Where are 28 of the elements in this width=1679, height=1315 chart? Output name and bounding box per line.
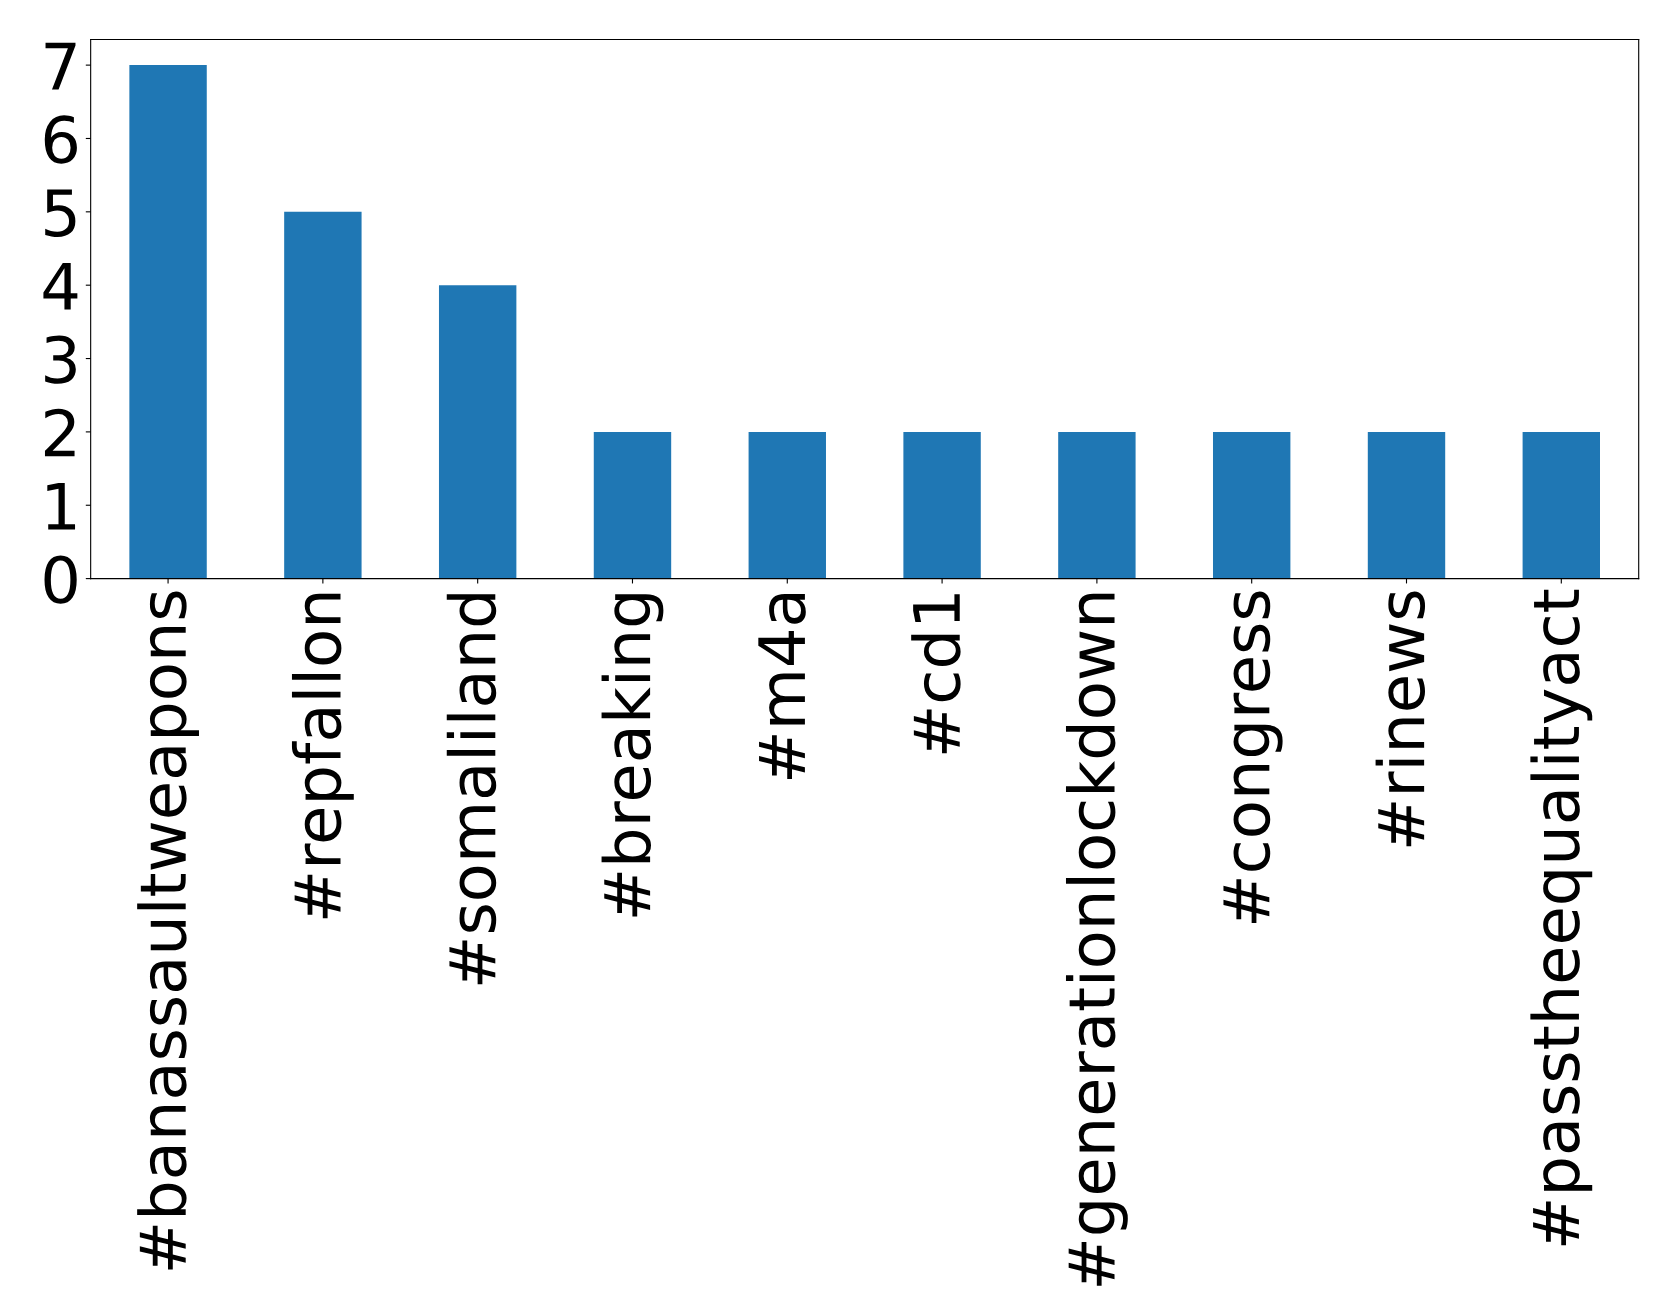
bar bbox=[129, 65, 207, 579]
x-tick-label: #passtheequalityact bbox=[1530, 589, 1593, 1246]
y-tick-label: 4 bbox=[43, 262, 78, 310]
bar bbox=[1058, 431, 1136, 579]
y-tick-label: 0 bbox=[44, 555, 77, 604]
x-tick-label: #repfallon bbox=[291, 593, 354, 919]
x-tick-label: #rinews bbox=[1375, 591, 1426, 847]
x-tick-label: #congress bbox=[1223, 591, 1283, 923]
y-tick-label: 3 bbox=[45, 335, 76, 384]
x-tick-label: #banassaultweapons bbox=[137, 591, 199, 1270]
x-tick-label: #cd1 bbox=[911, 594, 961, 754]
x-tick-label: #breaking bbox=[601, 594, 664, 917]
bar bbox=[1522, 431, 1600, 579]
x-tick-label: #somaliland bbox=[446, 594, 497, 985]
bar bbox=[284, 211, 362, 579]
bar bbox=[1212, 431, 1291, 579]
bar bbox=[748, 431, 826, 579]
y-tick-label: 7 bbox=[45, 42, 76, 90]
bar bbox=[1367, 431, 1446, 579]
y-tick-label: 5 bbox=[45, 189, 76, 238]
x-tick-label: #m4a bbox=[758, 594, 806, 779]
bar bbox=[903, 431, 981, 579]
y-tick-label: 2 bbox=[44, 408, 75, 457]
bar bbox=[593, 431, 672, 579]
x-tick-label: #generationlockdown bbox=[1065, 593, 1128, 1286]
bar bbox=[438, 285, 517, 579]
y-tick-label: 6 bbox=[44, 115, 77, 164]
y-tick-label: 1 bbox=[47, 482, 76, 530]
